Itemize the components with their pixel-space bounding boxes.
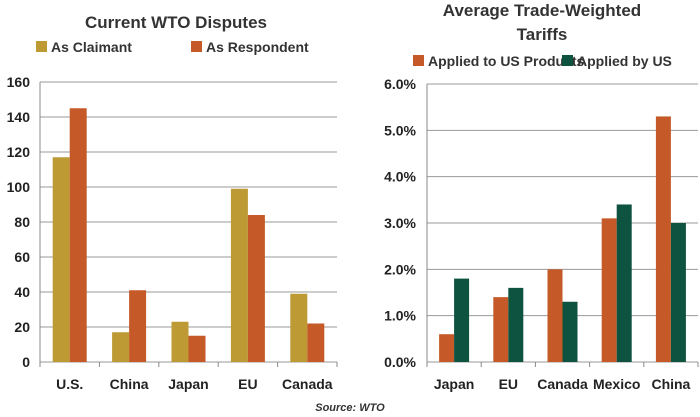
y-tick-label: 1.0% (384, 308, 416, 324)
chart-1: Current WTO Disputes As Claimant As Respon… (7, 13, 338, 392)
bar-japan-2 (188, 335, 206, 362)
chart-title: Average Trade-Weighted Tariffs (443, 1, 641, 44)
legend-swatch (36, 41, 47, 52)
legend-label: As Claimant (51, 39, 132, 55)
bar-canada-1 (547, 269, 563, 362)
x-tick-label: U.S. (56, 376, 83, 392)
bar-us-2 (69, 108, 87, 362)
x-tick-label: Japan (168, 376, 208, 392)
bar-china-2 (670, 223, 686, 362)
legend-label: As Respondent (206, 39, 309, 55)
y-tick-label: 40 (14, 284, 30, 300)
y-tick-label: 0 (22, 354, 30, 370)
legend-swatch (413, 55, 424, 66)
legend-label: Applied to US Products (428, 53, 585, 69)
y-tick-label: 20 (14, 319, 30, 335)
chart-2: Average Trade-Weighted Tariffs Applied to … (384, 1, 699, 392)
y-tick-label: 4.0% (384, 169, 416, 185)
x-tick-label: Mexico (593, 376, 640, 392)
x-tick-label: China (110, 376, 149, 392)
legend-swatch (191, 41, 202, 52)
y-tick-label: 5.0% (384, 122, 416, 138)
bar-canada-2 (562, 301, 578, 362)
bar-japan-1 (171, 321, 189, 362)
y-tick-label: 2.0% (384, 261, 416, 277)
bar-eu-1 (230, 188, 248, 362)
x-tick-label: Canada (282, 376, 333, 392)
bar-japan-1 (439, 334, 455, 362)
y-tick-label: 100 (7, 179, 31, 195)
x-tick-label: EU (499, 376, 518, 392)
bar-canada-1 (290, 293, 308, 362)
y-tick-label: 80 (14, 214, 30, 230)
x-tick-label: Canada (537, 376, 588, 392)
bar-mexico-2 (616, 204, 632, 362)
y-tick-label: 160 (7, 74, 31, 90)
y-tick-label: 6.0% (384, 76, 416, 92)
bar-china-1 (655, 116, 671, 362)
chart-title: Current WTO Disputes (85, 13, 267, 32)
bar-china-1 (112, 332, 130, 362)
legend-label: Applied by US (577, 53, 672, 69)
bar-us-1 (52, 157, 70, 362)
bar-japan-2 (454, 278, 470, 362)
bar-china-2 (129, 290, 147, 362)
source-note: Source: WTO (315, 402, 385, 414)
y-tick-label: 60 (14, 249, 30, 265)
y-tick-label: 140 (7, 109, 31, 125)
y-tick-label: 120 (7, 144, 31, 160)
x-tick-label: EU (238, 376, 257, 392)
y-tick-label: 0.0% (384, 354, 416, 370)
y-tick-label: 3.0% (384, 215, 416, 231)
legend-swatch (562, 55, 573, 66)
x-tick-label: Japan (434, 376, 474, 392)
bar-eu-2 (508, 287, 524, 362)
x-tick-label: China (651, 376, 690, 392)
bar-canada-2 (307, 323, 325, 362)
bar-mexico-1 (601, 218, 617, 362)
bar-eu-2 (247, 215, 265, 362)
bar-eu-1 (493, 297, 509, 362)
